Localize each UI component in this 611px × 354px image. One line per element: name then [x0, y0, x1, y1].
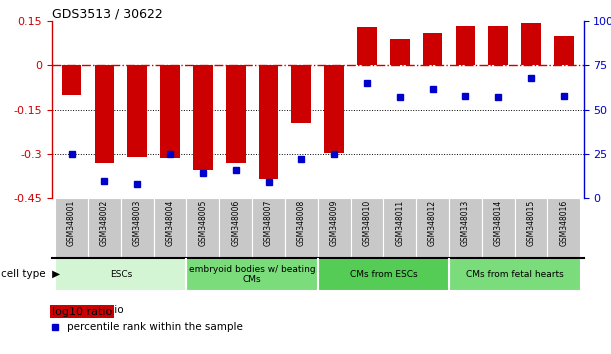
- Text: GSM348016: GSM348016: [559, 200, 568, 246]
- Bar: [390, 39, 409, 65]
- Bar: [95, 65, 114, 163]
- Text: CMs from fetal hearts: CMs from fetal hearts: [466, 270, 563, 279]
- Bar: [514, 198, 547, 258]
- Text: log10 ratio: log10 ratio: [52, 307, 112, 316]
- Bar: [318, 198, 351, 258]
- Bar: [449, 198, 482, 258]
- Bar: [318, 258, 449, 290]
- Text: GSM348006: GSM348006: [231, 200, 240, 246]
- Text: CMs from ESCs: CMs from ESCs: [349, 270, 417, 279]
- Bar: [456, 26, 475, 65]
- Bar: [324, 65, 344, 153]
- Text: ESCs: ESCs: [110, 270, 132, 279]
- Text: GDS3513 / 30622: GDS3513 / 30622: [52, 7, 163, 20]
- Bar: [416, 198, 449, 258]
- Text: GSM348005: GSM348005: [199, 200, 207, 246]
- Text: GSM348013: GSM348013: [461, 200, 470, 246]
- Text: GSM348015: GSM348015: [527, 200, 535, 246]
- Bar: [186, 198, 219, 258]
- Bar: [193, 65, 213, 170]
- Bar: [219, 198, 252, 258]
- Bar: [62, 65, 81, 95]
- Text: log10 ratio: log10 ratio: [67, 305, 124, 315]
- Bar: [449, 258, 580, 290]
- Bar: [55, 198, 88, 258]
- Text: GSM348011: GSM348011: [395, 200, 404, 246]
- Bar: [252, 198, 285, 258]
- Bar: [482, 198, 514, 258]
- Text: GSM348001: GSM348001: [67, 200, 76, 246]
- Text: GSM348014: GSM348014: [494, 200, 503, 246]
- Text: embryoid bodies w/ beating
CMs: embryoid bodies w/ beating CMs: [189, 265, 315, 284]
- Text: GSM348010: GSM348010: [362, 200, 371, 246]
- Bar: [121, 198, 153, 258]
- Bar: [351, 198, 383, 258]
- Text: GSM348003: GSM348003: [133, 200, 142, 246]
- Bar: [547, 198, 580, 258]
- Bar: [423, 33, 442, 65]
- Bar: [55, 258, 186, 290]
- Bar: [160, 65, 180, 159]
- Text: GSM348009: GSM348009: [329, 200, 338, 246]
- Bar: [88, 198, 121, 258]
- Bar: [153, 198, 186, 258]
- Bar: [285, 198, 318, 258]
- Text: GSM348004: GSM348004: [166, 200, 175, 246]
- Bar: [488, 26, 508, 65]
- Bar: [521, 23, 541, 65]
- Bar: [128, 65, 147, 157]
- Text: GSM348008: GSM348008: [297, 200, 306, 246]
- Text: GSM348007: GSM348007: [264, 200, 273, 246]
- Bar: [383, 198, 416, 258]
- Bar: [554, 36, 574, 65]
- Bar: [291, 65, 311, 123]
- Text: GSM348012: GSM348012: [428, 200, 437, 246]
- Bar: [186, 258, 318, 290]
- Text: cell type  ▶: cell type ▶: [1, 269, 60, 279]
- Bar: [258, 65, 279, 179]
- Bar: [226, 65, 246, 163]
- Text: percentile rank within the sample: percentile rank within the sample: [67, 322, 243, 332]
- Bar: [357, 27, 377, 65]
- Text: GSM348002: GSM348002: [100, 200, 109, 246]
